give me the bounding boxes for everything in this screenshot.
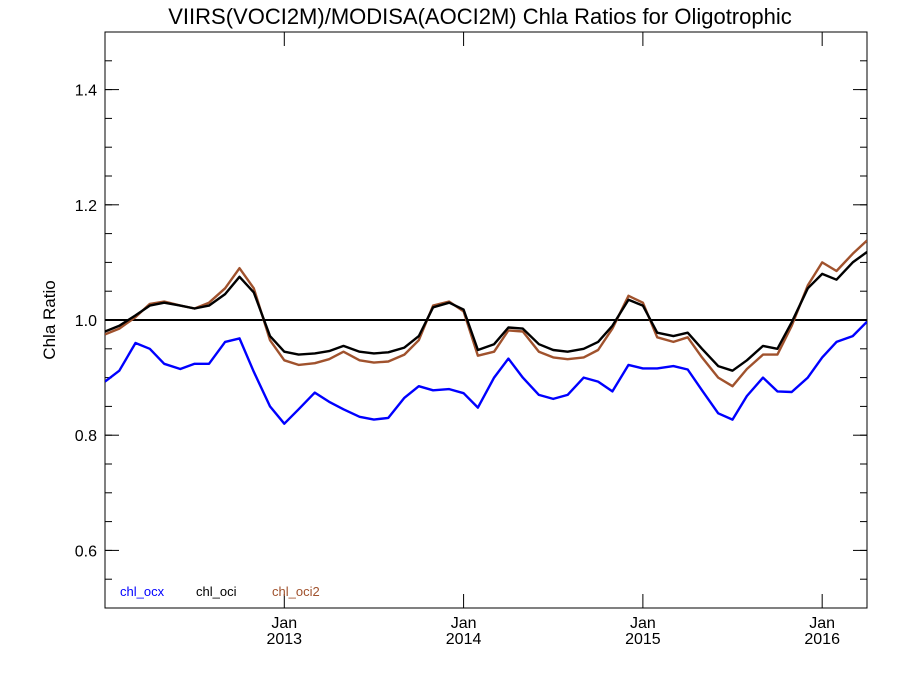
x-tick-month-label: Jan [630,615,656,632]
series-line-chl-oci2 [105,239,867,388]
series-group [105,239,867,425]
chart-title: VIIRS(VOCI2M)/MODISA(AOCI2M) Chla Ratios… [168,4,791,29]
axis-ticks: 0.60.81.01.21.4Jan2013Jan2014Jan2015Jan2… [75,32,867,648]
y-axis-label: Chla Ratio [40,280,59,359]
x-tick-year-label: 2013 [266,631,302,648]
legend-label-chl-oci: chl_oci [196,584,237,599]
legend-label-chl-ocx: chl_ocx [120,584,165,599]
legend-label-chl-oci2: chl_oci2 [272,584,320,599]
x-tick-month-label: Jan [271,615,297,632]
x-tick-month-label: Jan [809,615,835,632]
series-line-chl-ocx [105,320,867,425]
y-tick-label: 1.0 [75,313,97,330]
x-tick-year-label: 2015 [625,631,661,648]
legend: chl_ocx chl_oci chl_oci2 [120,584,320,599]
y-tick-label: 1.2 [75,198,97,215]
series-line-chl-oci [105,251,867,372]
y-tick-label: 0.6 [75,543,97,560]
x-tick-month-label: Jan [451,615,477,632]
x-tick-year-label: 2014 [446,631,482,648]
y-tick-label: 0.8 [75,428,97,445]
y-tick-label: 1.4 [75,83,97,100]
x-tick-year-label: 2016 [804,631,840,648]
